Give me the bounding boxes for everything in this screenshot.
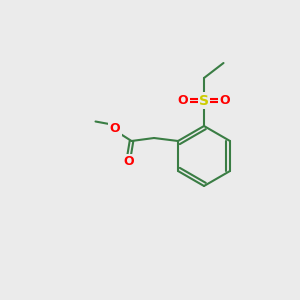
Text: O: O: [123, 155, 134, 169]
Text: O: O: [220, 94, 230, 107]
Text: S: S: [199, 94, 209, 107]
Text: O: O: [178, 94, 188, 107]
Text: O: O: [110, 122, 120, 135]
